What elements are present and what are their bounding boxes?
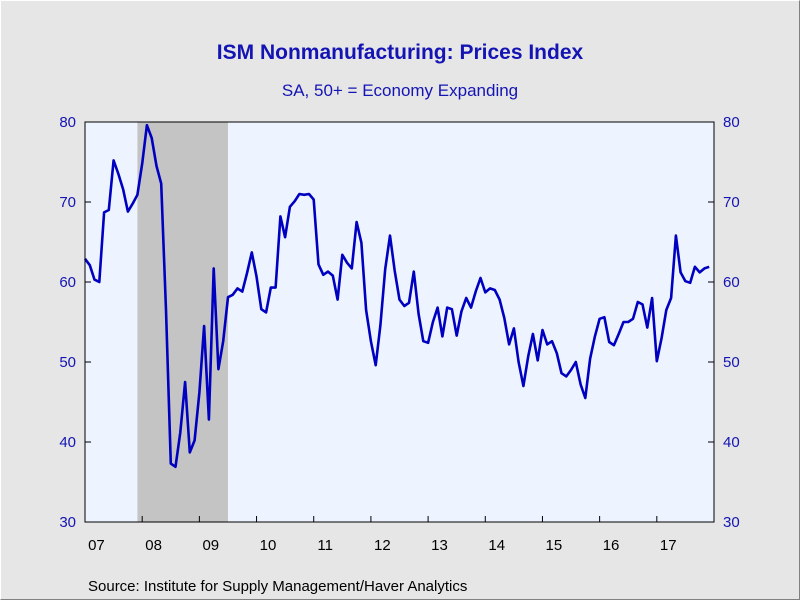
- series-line-prices-index: [83, 123, 710, 469]
- chart-subtitle: SA, 50+ = Economy Expanding: [282, 81, 518, 100]
- y-tick-label-right: 60: [723, 274, 740, 291]
- x-tick-label: 10: [260, 537, 277, 554]
- y-tick-label-right: 80: [723, 114, 740, 131]
- recession-band-0: [137, 122, 228, 522]
- y-tick-label-right: 40: [723, 434, 740, 451]
- x-tick-label: 12: [374, 537, 391, 554]
- y-tick-label-right: 70: [723, 194, 740, 211]
- y-axis: 30 30 40 40 50 50 60 60 70 70 80 80: [59, 114, 739, 531]
- x-tick-label: 14: [488, 537, 505, 554]
- x-axis: 07 08 09 10 11 12 13 14 15 16 17: [84, 516, 715, 554]
- y-tick-label-left: 30: [59, 514, 76, 531]
- plot-border: [84, 121, 715, 523]
- x-tick-label: 09: [202, 537, 219, 554]
- x-tick-label: 13: [431, 537, 448, 554]
- x-tick-label: 11: [317, 537, 333, 554]
- y-tick-label-left: 40: [59, 434, 76, 451]
- y-tick-label-left: 60: [59, 274, 76, 291]
- chart-title: ISM Nonmanufacturing: Prices Index: [217, 41, 584, 64]
- x-tick-label: 07: [88, 537, 105, 554]
- y-tick-label-left: 50: [59, 354, 76, 371]
- recession-shading: [137, 122, 228, 522]
- x-tick-label: 15: [546, 537, 563, 554]
- x-tick-label: 08: [145, 537, 162, 554]
- y-tick-label-right: 50: [723, 354, 740, 371]
- y-tick-label-left: 80: [59, 114, 76, 131]
- x-tick-label: 17: [660, 537, 677, 554]
- source-note: Source: Institute for Supply Management/…: [88, 578, 467, 595]
- x-tick-label: 16: [603, 537, 620, 554]
- y-tick-label-right: 30: [723, 514, 740, 531]
- y-tick-label-left: 70: [59, 194, 76, 211]
